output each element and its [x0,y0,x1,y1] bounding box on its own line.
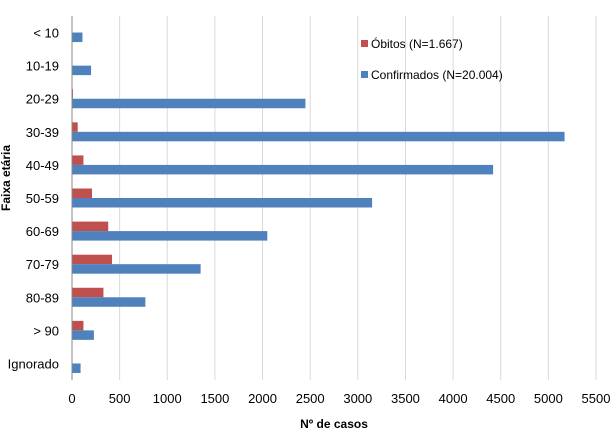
legend-label-obitos: Óbitos (N=1.667) [371,36,463,51]
x-tick-label: 0 [68,391,75,406]
x-tick-label: 1000 [153,391,182,406]
x-tick-labels: 0 500 1000 1500 2000 2500 3000 3500 4000 4500 5000… [68,391,610,406]
category-label: 80-89 [26,290,59,305]
x-tick-label: 4500 [486,391,515,406]
x-tick-label: 3000 [343,391,372,406]
bar-obitos [72,155,84,165]
x-tick-label: 5500 [582,391,611,406]
category-labels: < 10 10-19 20-29 30-39 40-49 50-59 60-69 70-79 8… [8,26,59,372]
legend-label-confirmados: Confirmados (N=20.004) [371,68,503,82]
bar-obitos [72,221,109,232]
bar-confirmados [72,198,373,208]
x-tick-label: 2000 [248,391,277,406]
bar-obitos [72,188,93,198]
category-label: 50-59 [26,191,59,206]
bar-obitos [72,254,113,265]
x-tick-label: 5000 [534,391,563,406]
x-tick-label: 1500 [200,391,229,406]
bar-confirmados [72,131,565,142]
x-axis-title: Nº de casos [300,417,368,431]
y-axis-title: Faixa etária [0,145,13,211]
bars [72,32,565,373]
bar-confirmados [72,98,306,109]
category-label: 60-69 [26,224,59,239]
bar-confirmados [72,330,94,340]
category-label: 20-29 [26,92,59,107]
bar-obitos [72,287,104,298]
bar-confirmados [72,231,268,241]
bar-obitos [72,122,78,132]
x-tick-label: 500 [109,391,131,406]
category-label: 10-19 [26,59,59,74]
bar-confirmados [72,264,201,274]
category-label: < 10 [33,26,59,41]
x-tick-label: 3500 [391,391,420,406]
category-label: > 90 [33,323,59,338]
bar-obitos [72,320,84,331]
bar-confirmados [72,164,494,175]
bar-confirmados [72,297,146,307]
x-tick-label: 4000 [439,391,468,406]
legend-swatch-obitos [361,40,368,47]
category-label: Ignorado [8,356,59,371]
bar-confirmados [72,363,81,373]
category-label: 30-39 [26,125,59,140]
bar-confirmados [72,32,83,43]
category-label: 70-79 [26,257,59,272]
x-tick-label: 2500 [296,391,325,406]
category-label: 40-49 [26,158,59,173]
legend: Óbitos (N=1.667) Confirmados (N=20.004) [361,36,503,82]
legend-swatch-confirmados [361,71,368,78]
bar-confirmados [72,65,92,76]
